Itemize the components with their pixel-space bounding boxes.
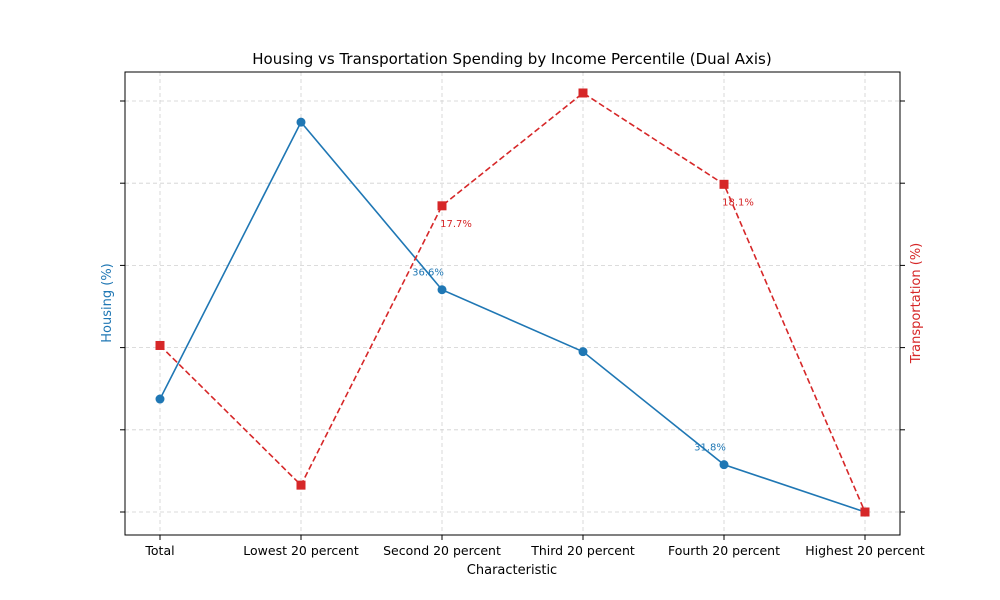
data-label: 18.1%	[722, 197, 754, 208]
series-line	[159, 120, 866, 513]
data-point	[296, 117, 306, 127]
series-transportation: 17.7% 18.1%	[155, 88, 870, 517]
data-point	[860, 507, 870, 517]
series-line	[159, 92, 866, 513]
left-axis-ticks	[120, 100, 125, 513]
data-label: 36.6%	[412, 268, 444, 279]
data-point	[719, 179, 729, 189]
plot-frame	[124, 71, 901, 536]
x-tick-label: Total	[144, 543, 174, 558]
x-tick-label: Highest 20 percent	[805, 543, 925, 558]
x-axis-label: Characteristic	[467, 563, 557, 578]
data-point	[578, 347, 588, 357]
data-label: 17.7%	[440, 219, 472, 230]
data-point	[437, 285, 447, 295]
series-housing: 36.6% 31.8%	[155, 117, 870, 517]
x-axis-ticks: Total Lowest 20 percent Second 20 percent T…	[144, 535, 925, 558]
data-point	[437, 201, 447, 211]
data-point	[578, 88, 588, 98]
right-axis-ticks	[900, 100, 905, 513]
series-layer: 36.6% 31.8% 17.7% 18.1%	[155, 88, 870, 517]
data-point	[155, 340, 165, 350]
x-tick-label: Fourth 20 percent	[668, 543, 780, 558]
data-point	[155, 394, 165, 404]
data-label: 31.8%	[694, 443, 726, 454]
x-tick-label: Second 20 percent	[383, 543, 501, 558]
grid-lines	[125, 72, 900, 535]
data-point	[296, 480, 306, 490]
left-axis-label: Housing (%)	[100, 263, 115, 342]
chart-title: Housing vs Transportation Spending by In…	[252, 50, 771, 68]
right-axis-label: Transportation (%)	[909, 243, 924, 365]
data-point	[719, 460, 729, 470]
x-tick-label: Third 20 percent	[530, 543, 635, 558]
x-tick-label: Lowest 20 percent	[243, 543, 359, 558]
